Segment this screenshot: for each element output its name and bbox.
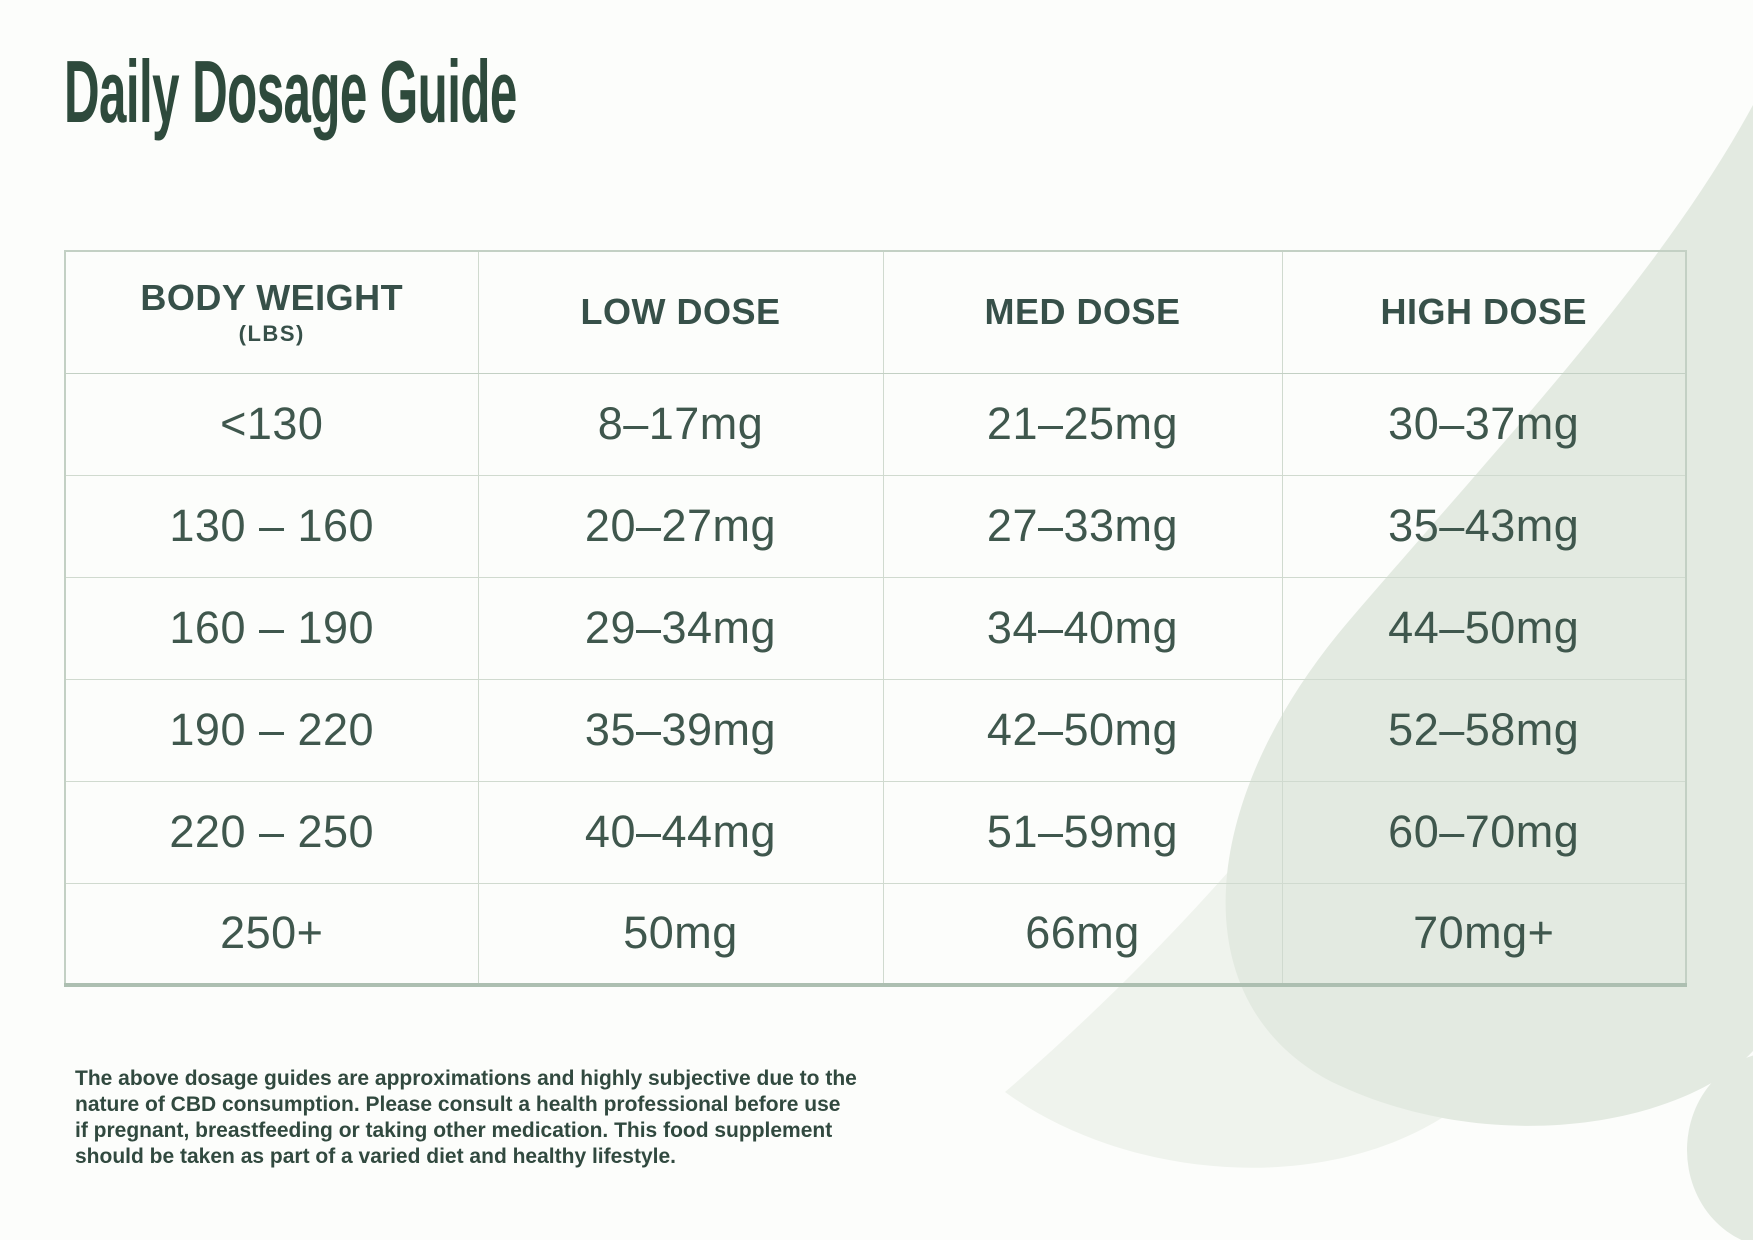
- column-header-low-dose: LOW DOSE: [477, 250, 884, 374]
- high-dose-cell: 70mg+: [1281, 882, 1687, 986]
- column-header-high-dose: HIGH DOSE: [1281, 250, 1687, 374]
- weight-cell: 130 – 160: [64, 474, 479, 578]
- page-title: Daily Dosage Guide: [64, 42, 517, 141]
- table-header-row: BODY WEIGHT (LBS) LOW DOSE MED DOSE HIGH…: [64, 250, 1687, 374]
- low-dose-cell: 35–39mg: [477, 678, 884, 782]
- med-dose-cell: 51–59mg: [882, 780, 1283, 884]
- circle-watermark-icon: [1687, 1055, 1753, 1240]
- body-weight-unit: (LBS): [238, 321, 305, 347]
- table-row: <130 8–17mg 21–25mg 30–37mg: [64, 372, 1687, 476]
- table-row: 220 – 250 40–44mg 51–59mg 60–70mg: [64, 780, 1687, 884]
- med-dose-cell: 34–40mg: [882, 576, 1283, 680]
- high-dose-cell: 30–37mg: [1281, 372, 1687, 476]
- weight-cell: 160 – 190: [64, 576, 479, 680]
- table-row: 130 – 160 20–27mg 27–33mg 35–43mg: [64, 474, 1687, 578]
- low-dose-cell: 40–44mg: [477, 780, 884, 884]
- low-dose-cell: 29–34mg: [477, 576, 884, 680]
- table-row: 190 – 220 35–39mg 42–50mg 52–58mg: [64, 678, 1687, 782]
- table-row: 160 – 190 29–34mg 34–40mg 44–50mg: [64, 576, 1687, 680]
- weight-cell: 190 – 220: [64, 678, 479, 782]
- low-dose-cell: 8–17mg: [477, 372, 884, 476]
- high-dose-cell: 60–70mg: [1281, 780, 1687, 884]
- column-header-body-weight: BODY WEIGHT (LBS): [64, 250, 479, 374]
- body-weight-label: BODY WEIGHT: [140, 277, 404, 319]
- table-row: 250+ 50mg 66mg 70mg+: [64, 882, 1687, 986]
- weight-cell: 220 – 250: [64, 780, 479, 884]
- weight-cell: 250+: [64, 882, 479, 986]
- low-dose-cell: 20–27mg: [477, 474, 884, 578]
- high-dose-cell: 52–58mg: [1281, 678, 1687, 782]
- low-dose-cell: 50mg: [477, 882, 884, 986]
- disclaimer-text: The above dosage guides are approximatio…: [75, 1067, 857, 1168]
- high-dose-cell: 44–50mg: [1281, 576, 1687, 680]
- med-dose-cell: 21–25mg: [882, 372, 1283, 476]
- dosage-table: BODY WEIGHT (LBS) LOW DOSE MED DOSE HIGH…: [64, 250, 1687, 987]
- med-dose-cell: 66mg: [882, 882, 1283, 986]
- med-dose-cell: 42–50mg: [882, 678, 1283, 782]
- weight-cell: <130: [64, 372, 479, 476]
- med-dose-cell: 27–33mg: [882, 474, 1283, 578]
- high-dose-cell: 35–43mg: [1281, 474, 1687, 578]
- column-header-med-dose: MED DOSE: [882, 250, 1283, 374]
